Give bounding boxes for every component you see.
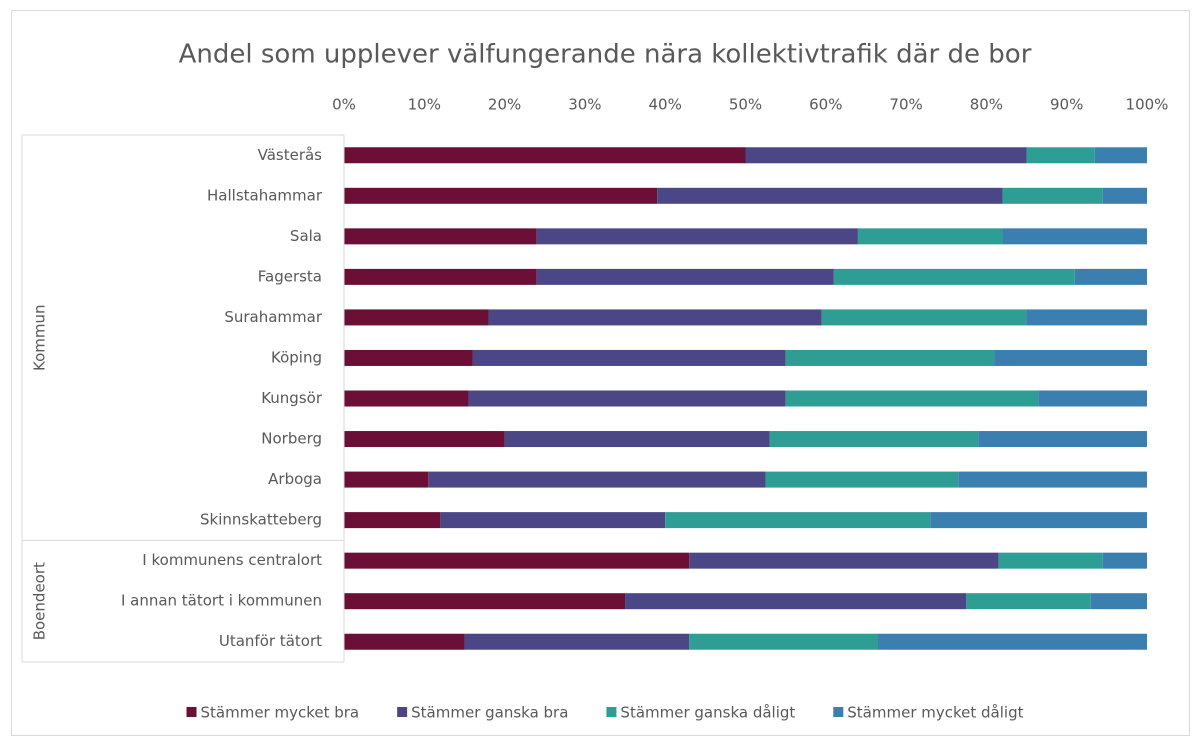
bar-segment (765, 471, 959, 488)
bar-segment (966, 593, 1091, 610)
bar-segment (1002, 228, 1147, 245)
x-tick-label: 20% (488, 96, 521, 114)
bar-segment (344, 228, 537, 245)
x-tick-label: 30% (568, 96, 601, 114)
bar-segment (998, 552, 1103, 569)
legend-label: Stämmer mycket dåligt (847, 704, 1023, 722)
legend-swatch (397, 707, 408, 717)
bar-segment (665, 512, 931, 529)
chart-border (11, 10, 1190, 736)
bar-segment (344, 633, 465, 650)
bar-segment (689, 633, 878, 650)
bar-segment (1026, 309, 1147, 326)
bar-segment (857, 228, 1003, 245)
bar-segment (344, 552, 690, 569)
bar-segment (344, 147, 746, 164)
bar-segment (468, 390, 786, 407)
bar-segment (536, 268, 834, 285)
bar-segment (689, 552, 999, 569)
bar-segment (1074, 268, 1147, 285)
bar-segment (464, 633, 690, 650)
bar-segment (1026, 147, 1095, 164)
bar-segment (344, 471, 429, 488)
chart-title: Andel som upplever välfungerande nära ko… (179, 40, 1032, 70)
bar-segment (1038, 390, 1147, 407)
x-tick-label: 80% (970, 96, 1003, 114)
x-tick-label: 0% (332, 96, 356, 114)
x-tick-label: 90% (1050, 96, 1083, 114)
y-tick-label: Västerås (258, 146, 323, 164)
y-tick-label: Arboga (268, 470, 322, 488)
legend-swatch (186, 707, 197, 717)
bar-segment (440, 512, 666, 529)
bar-segment (657, 187, 1003, 204)
y-tick-label: Surahammar (224, 308, 323, 326)
x-tick-label: 100% (1126, 96, 1169, 114)
y-tick-label: Fagersta (258, 267, 322, 285)
group-label: Boendeort (31, 562, 49, 640)
y-tick-label: Skinnskatteberg (200, 511, 322, 529)
bar-segment (1102, 552, 1147, 569)
legend-label: Stämmer mycket bra (201, 704, 360, 722)
bar-segment (344, 512, 441, 529)
x-tick-label: 60% (809, 96, 842, 114)
legend-label: Stämmer ganska bra (411, 704, 568, 722)
y-tick-label: Kungsör (261, 389, 323, 407)
x-tick-label: 10% (408, 96, 441, 114)
x-tick-label: 70% (889, 96, 922, 114)
x-tick-label: 40% (649, 96, 682, 114)
bar-segment (978, 431, 1147, 448)
bar-segment (536, 228, 858, 245)
bar-segment (833, 268, 1075, 285)
bar-segment (1002, 187, 1103, 204)
bar-segment (769, 431, 979, 448)
bar-segment (472, 349, 786, 366)
legend-swatch (833, 707, 844, 717)
y-tick-label: Köping (271, 348, 322, 366)
legend-label: Stämmer ganska dåligt (620, 704, 795, 722)
bar-segment (344, 349, 473, 366)
bar-segment (344, 187, 658, 204)
bar-segment (344, 431, 505, 448)
y-tick-label: Sala (290, 227, 322, 245)
bar-segment (625, 593, 967, 610)
bar-segment (745, 147, 1027, 164)
bar-segment (504, 431, 770, 448)
bar-segment (930, 512, 1147, 529)
y-tick-label: I kommunens centralort (142, 551, 322, 569)
y-tick-label: I annan tätort i kommunen (121, 592, 322, 610)
bar-segment (958, 471, 1147, 488)
bar-segment (1102, 187, 1147, 204)
y-tick-label: Hallstahammar (207, 186, 323, 204)
bar-segment (344, 268, 537, 285)
bar-segment (1094, 147, 1147, 164)
y-tick-label: Norberg (261, 430, 322, 448)
bar-segment (344, 309, 489, 326)
bar-segment (344, 593, 626, 610)
x-tick-label: 50% (729, 96, 762, 114)
bar-segment (994, 349, 1147, 366)
bar-segment (488, 309, 822, 326)
bar-segment (877, 633, 1147, 650)
group-label: Kommun (31, 304, 49, 371)
bar-segment (344, 390, 469, 407)
bar-segment (428, 471, 766, 488)
bar-segment (1090, 593, 1147, 610)
y-tick-label: Utanför tätort (219, 632, 322, 650)
legend-swatch (606, 707, 617, 717)
bar-segment (821, 309, 1027, 326)
bar-segment (785, 390, 1039, 407)
bar-segment (785, 349, 995, 366)
